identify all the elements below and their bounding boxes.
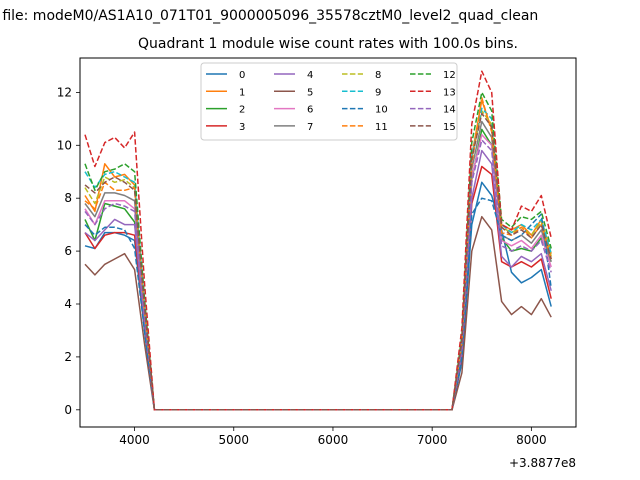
series-lines	[84, 70, 552, 411]
legend-label-15: 15	[443, 122, 456, 133]
legend-label-8: 8	[375, 70, 381, 81]
series-line-1	[84, 99, 552, 411]
series-line-5	[84, 215, 552, 411]
chart-title: Quadrant 1 module wise count rates with …	[138, 36, 518, 52]
x-tick-label: 5000	[218, 433, 249, 447]
series-line-6	[84, 133, 552, 411]
x-axis: 4000 5000 6000 7000 8000	[119, 427, 547, 447]
axes-frame	[79, 57, 577, 428]
legend-label-12: 12	[443, 70, 456, 81]
y-tick-label: 8	[64, 191, 72, 205]
legend-label-11: 11	[375, 122, 388, 133]
figure-suptitle: n file: modeM0/AS1A10_071T01_9000005096_…	[0, 8, 539, 24]
series-line-2	[84, 128, 552, 411]
legend-label-1: 1	[239, 87, 245, 98]
y-tick-label: 6	[64, 244, 72, 258]
legend-label-14: 14	[443, 105, 456, 116]
legend-label-5: 5	[307, 87, 313, 98]
y-tick-label: 2	[64, 350, 72, 364]
legend-label-13: 13	[443, 87, 456, 98]
legend-label-10: 10	[375, 105, 388, 116]
legend-box	[200, 62, 458, 141]
legend-label-0: 0	[239, 70, 245, 81]
y-axis: 0 2 4 6 8 10 12	[57, 85, 80, 417]
y-tick-label: 4	[64, 297, 72, 311]
y-tick-label: 12	[57, 85, 72, 99]
series-line-3	[84, 165, 552, 411]
series-line-7	[84, 120, 552, 411]
legend-label-2: 2	[239, 105, 245, 116]
y-tick-label: 10	[57, 138, 72, 152]
x-axis-offset-label: +3.8877e8	[509, 456, 576, 470]
series-line-4	[84, 149, 552, 411]
series-line-15	[84, 112, 552, 411]
series-line-14	[84, 139, 552, 411]
legend-label-7: 7	[307, 122, 313, 133]
x-tick-label: 8000	[516, 433, 547, 447]
legend-label-6: 6	[307, 105, 313, 116]
x-tick-label: 4000	[119, 433, 150, 447]
legend-label-9: 9	[375, 87, 381, 98]
x-tick-label: 7000	[417, 433, 448, 447]
legend-label-3: 3	[239, 122, 245, 133]
x-tick-label: 6000	[318, 433, 349, 447]
series-line-10	[84, 197, 552, 411]
y-tick-label: 0	[64, 403, 72, 417]
legend-label-4: 4	[307, 70, 313, 81]
